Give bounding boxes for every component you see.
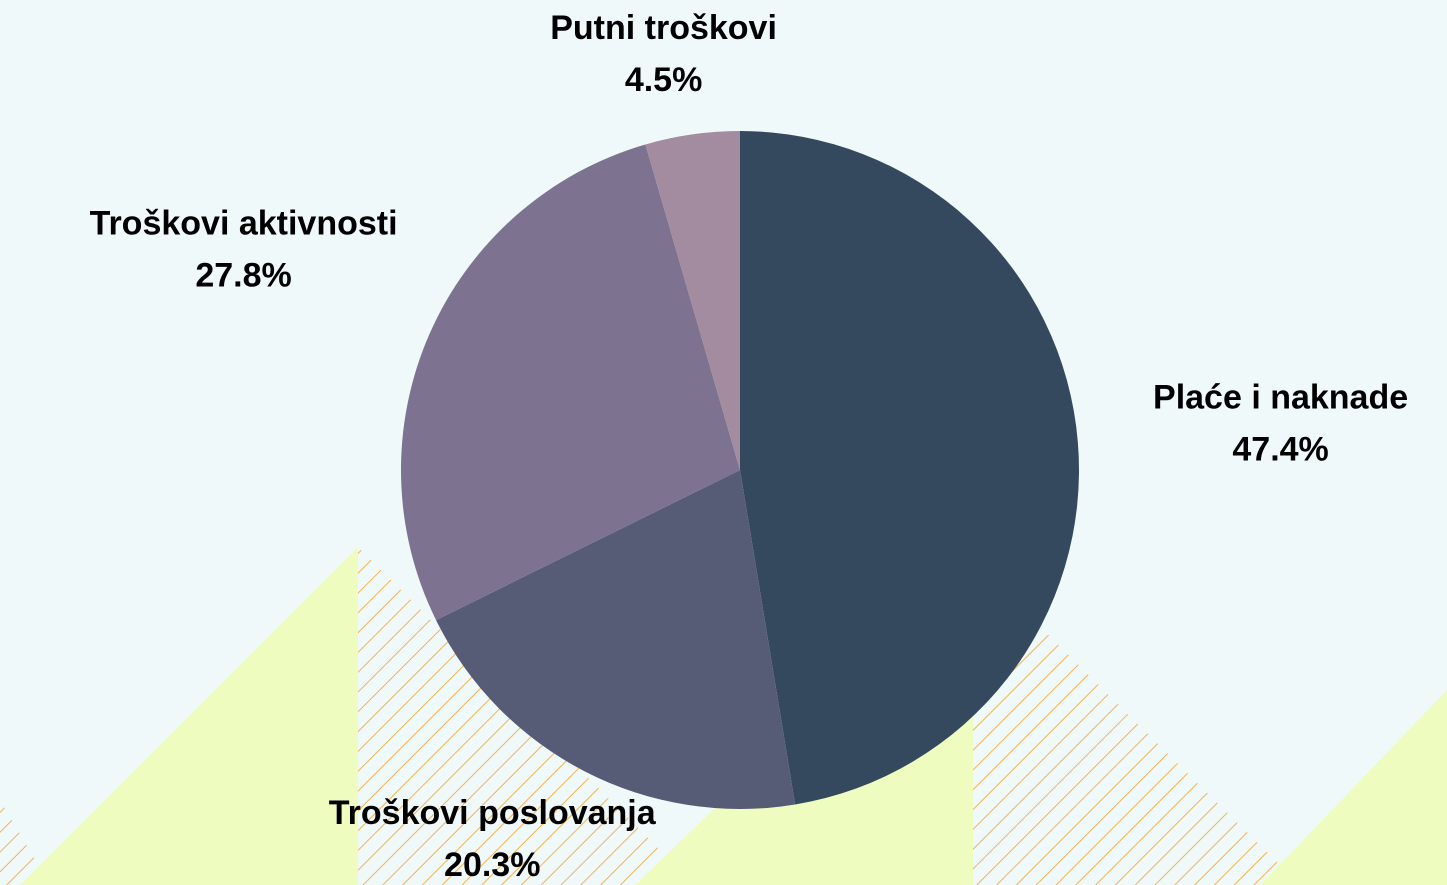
pie [401,131,1079,809]
value-label: 20.3% [444,846,540,884]
slice-label: Putni troškovi [550,9,777,47]
slice-label: Plaće i naknade [1153,379,1408,417]
slice-label: Troškovi poslovanja [329,794,657,832]
value-label: 4.5% [625,61,703,99]
value-label: 27.8% [195,256,291,294]
value-label: 47.4% [1232,431,1328,469]
page: Plaće i naknade 47.4% Troškovi poslovanja 2… [0,0,1447,885]
chart: Plaće i naknade 47.4% Troškovi poslovanja 2… [0,0,1447,885]
slice-label: Troškovi aktivnosti [90,204,398,242]
